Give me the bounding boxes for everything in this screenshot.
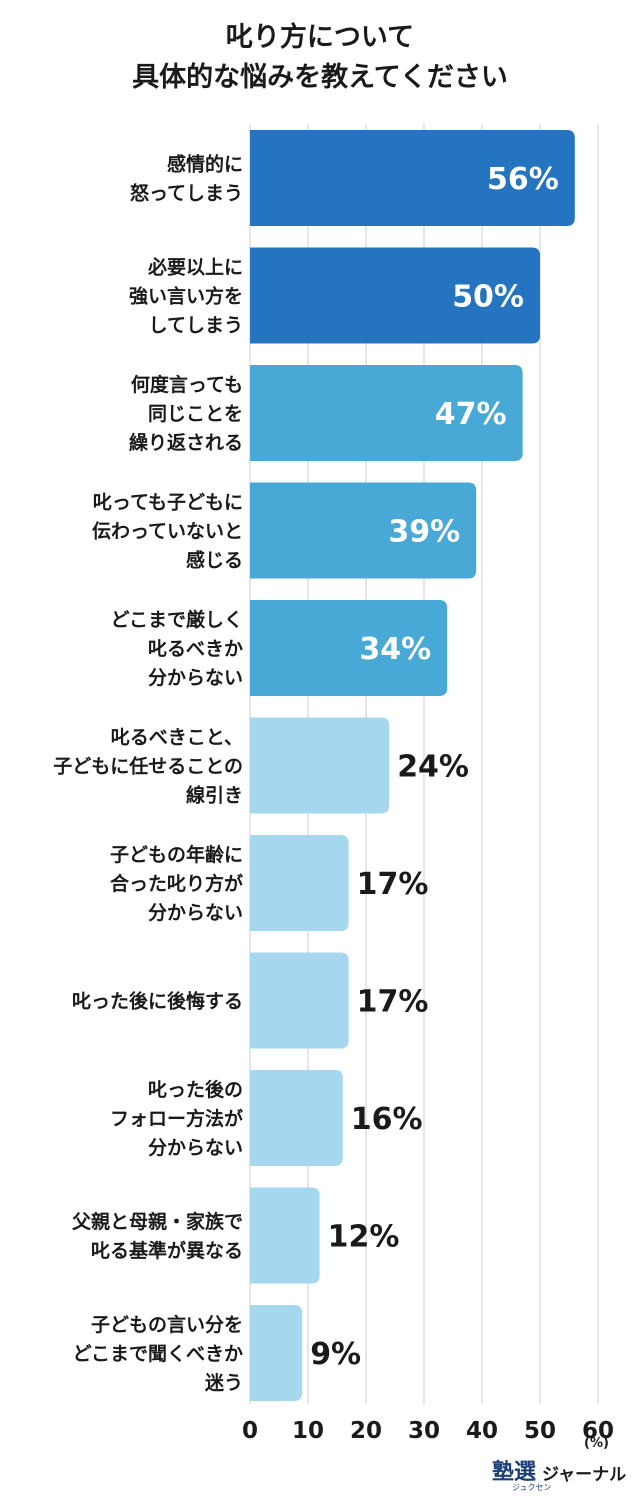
category-label: どこまで厳しく [111,608,243,631]
bar [250,247,540,344]
category-label: 子どもに任せることの [53,755,243,778]
x-tick-label: 10 [292,1418,324,1444]
bar [250,482,477,579]
category-label: 子どもの言い分を [91,1313,243,1336]
bar-value-label: 50% [452,280,524,315]
bar [250,717,390,814]
bar-value-label: 16% [351,1102,423,1137]
bar [250,952,349,1049]
category-label: してしまう [149,315,243,337]
chart-title-line-1: 叱り方について [225,22,415,53]
category-label: 何度言っても [131,373,243,396]
category-label: 感じる [186,549,243,572]
bar [250,1187,320,1284]
category-label: 叱るべきこと、 [111,727,243,749]
x-tick-label: 30 [408,1418,440,1444]
bar-value-label: 17% [357,985,429,1020]
bar [250,600,448,696]
category-label: フォロー方法が [110,1107,243,1130]
x-axis-unit: (%) [584,1436,609,1451]
x-tick-label: 40 [466,1418,498,1444]
category-label: 必要以上に [147,256,243,279]
x-tick-label: 20 [350,1418,382,1444]
category-label: 同じことを [148,403,243,425]
bar [250,130,575,226]
bar-value-label: 56% [487,162,559,197]
category-label: 叱るべきか [148,638,243,660]
category-label: どこまで聞くべきか [73,1343,243,1365]
x-axis-ticks: 0 10 20 30 40 50 60 [242,1418,614,1444]
chart-title-line-2: 具体的な悩みを教えてください [132,62,508,93]
bar-value-label: 24% [397,750,469,785]
category-label: 父親と母親・家族で [71,1210,243,1233]
category-label: 子どもの年齢に [110,843,243,866]
category-label: 線引き [186,784,243,807]
category-label: 叱った後に後悔する [72,990,243,1013]
bar-value-label: 39% [388,515,460,550]
logo-subtext: ジュクセン [512,1483,552,1492]
category-label: 繰り返される [129,431,243,454]
category-label: 分からない [148,902,243,924]
category-label: 分からない [148,1137,243,1159]
x-tick-label: 0 [242,1418,258,1444]
bar-value-label: 17% [357,867,429,902]
brand-logo: 塾選 ジュクセン ジャーナル [492,1454,632,1494]
bars: 56% 50% 47% 39% 34% 24% 17% 17% 16% 12% 9% [250,130,575,1401]
bar-value-label: 12% [328,1220,400,1255]
bar [250,1305,303,1401]
x-tick-label: 60 [582,1418,614,1444]
logo-mark: 塾選 [492,1459,537,1485]
category-label: 分からない [148,667,243,689]
category-label: 感情的に [167,153,243,176]
bar [250,835,349,931]
bar-value-label: 47% [435,397,507,432]
category-label: 叱っても子どもに [93,492,243,514]
category-labels: 感情的に怒ってしまう必要以上に強い言い方をしてしまう何度言っても同じことを繰り返… [53,153,243,1395]
chart-title: 叱り方について 具体的な悩みを教えてください [0,18,640,98]
logo-text: ジャーナル [542,1465,627,1485]
category-label: 怒ってしまう [130,182,243,205]
bar [250,1070,343,1166]
category-label: 叱る基準が異なる [91,1239,243,1262]
category-label: 叱った後の [148,1078,243,1101]
category-label: 合った叱り方が [110,872,243,895]
category-label: 伝わっていないと [92,521,243,543]
bar-value-label: 34% [359,632,431,667]
category-label: 強い言い方を [129,285,243,308]
x-tick-label: 50 [524,1418,556,1444]
bar-value-label: 9% [310,1337,361,1372]
category-label: 迷う [204,1372,243,1394]
bar [250,365,523,461]
